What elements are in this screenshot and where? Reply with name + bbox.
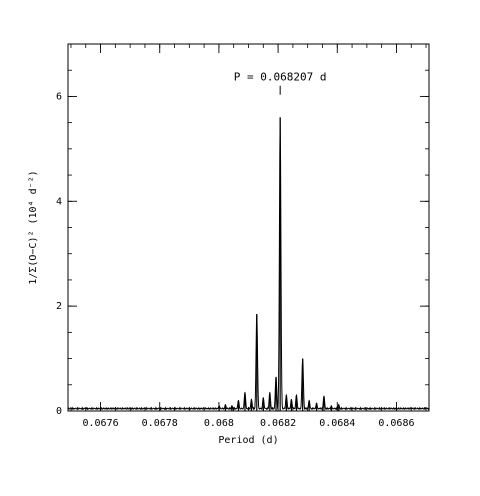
x-tick-label: 0.0678 (142, 418, 178, 429)
y-tick-label: 6 (56, 91, 62, 102)
y-tick-label: 4 (56, 196, 62, 207)
x-tick-label: 0.0686 (378, 418, 414, 429)
x-tick-label: 0.0676 (82, 418, 118, 429)
series-line (67, 117, 430, 411)
plot-frame (67, 43, 430, 412)
tick-labels: 0.0676 0.0678 0.068 0.0682 0.0684 0.0686 0 2 4 6 (56, 91, 415, 429)
y-axis-label: 1/Σ(O−C)² (10⁴ d⁻²) (28, 170, 39, 284)
x-tick-label: 0.0684 (319, 418, 355, 429)
x-axis-label: Period (d) (218, 435, 278, 446)
annotation-label: P = 0.068207 d (234, 71, 327, 84)
x-tick-label: 0.068 (204, 418, 234, 429)
x-tick-label: 0.0682 (260, 418, 296, 429)
y-tick-label: 0 (56, 406, 62, 417)
series-periodogram (67, 117, 430, 411)
axis-ticks (68, 43, 429, 412)
annotations: P = 0.068207 d (234, 71, 327, 95)
y-tick-label: 2 (56, 301, 62, 312)
plot-border (67, 43, 430, 412)
